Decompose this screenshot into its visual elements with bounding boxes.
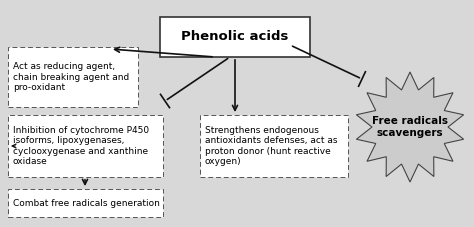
Text: Inhibition of cytochrome P450
isoforms, lipoxygenases,
cyclooxygenase and xanthi: Inhibition of cytochrome P450 isoforms, … (13, 126, 149, 166)
FancyBboxPatch shape (8, 47, 138, 107)
FancyBboxPatch shape (8, 189, 163, 217)
Text: Strengthens endogenous
antioxidants defenses, act as
proton donor (hunt reactive: Strengthens endogenous antioxidants defe… (205, 126, 337, 166)
FancyBboxPatch shape (8, 115, 163, 177)
Text: Combat free radicals generation: Combat free radicals generation (13, 198, 160, 207)
Polygon shape (356, 72, 464, 182)
Text: Free radicals
scavengers: Free radicals scavengers (372, 116, 448, 138)
Text: Phenolic acids: Phenolic acids (182, 30, 289, 44)
FancyBboxPatch shape (200, 115, 348, 177)
FancyBboxPatch shape (160, 17, 310, 57)
Text: Act as reducing agent,
chain breaking agent and
pro-oxidant: Act as reducing agent, chain breaking ag… (13, 62, 129, 92)
